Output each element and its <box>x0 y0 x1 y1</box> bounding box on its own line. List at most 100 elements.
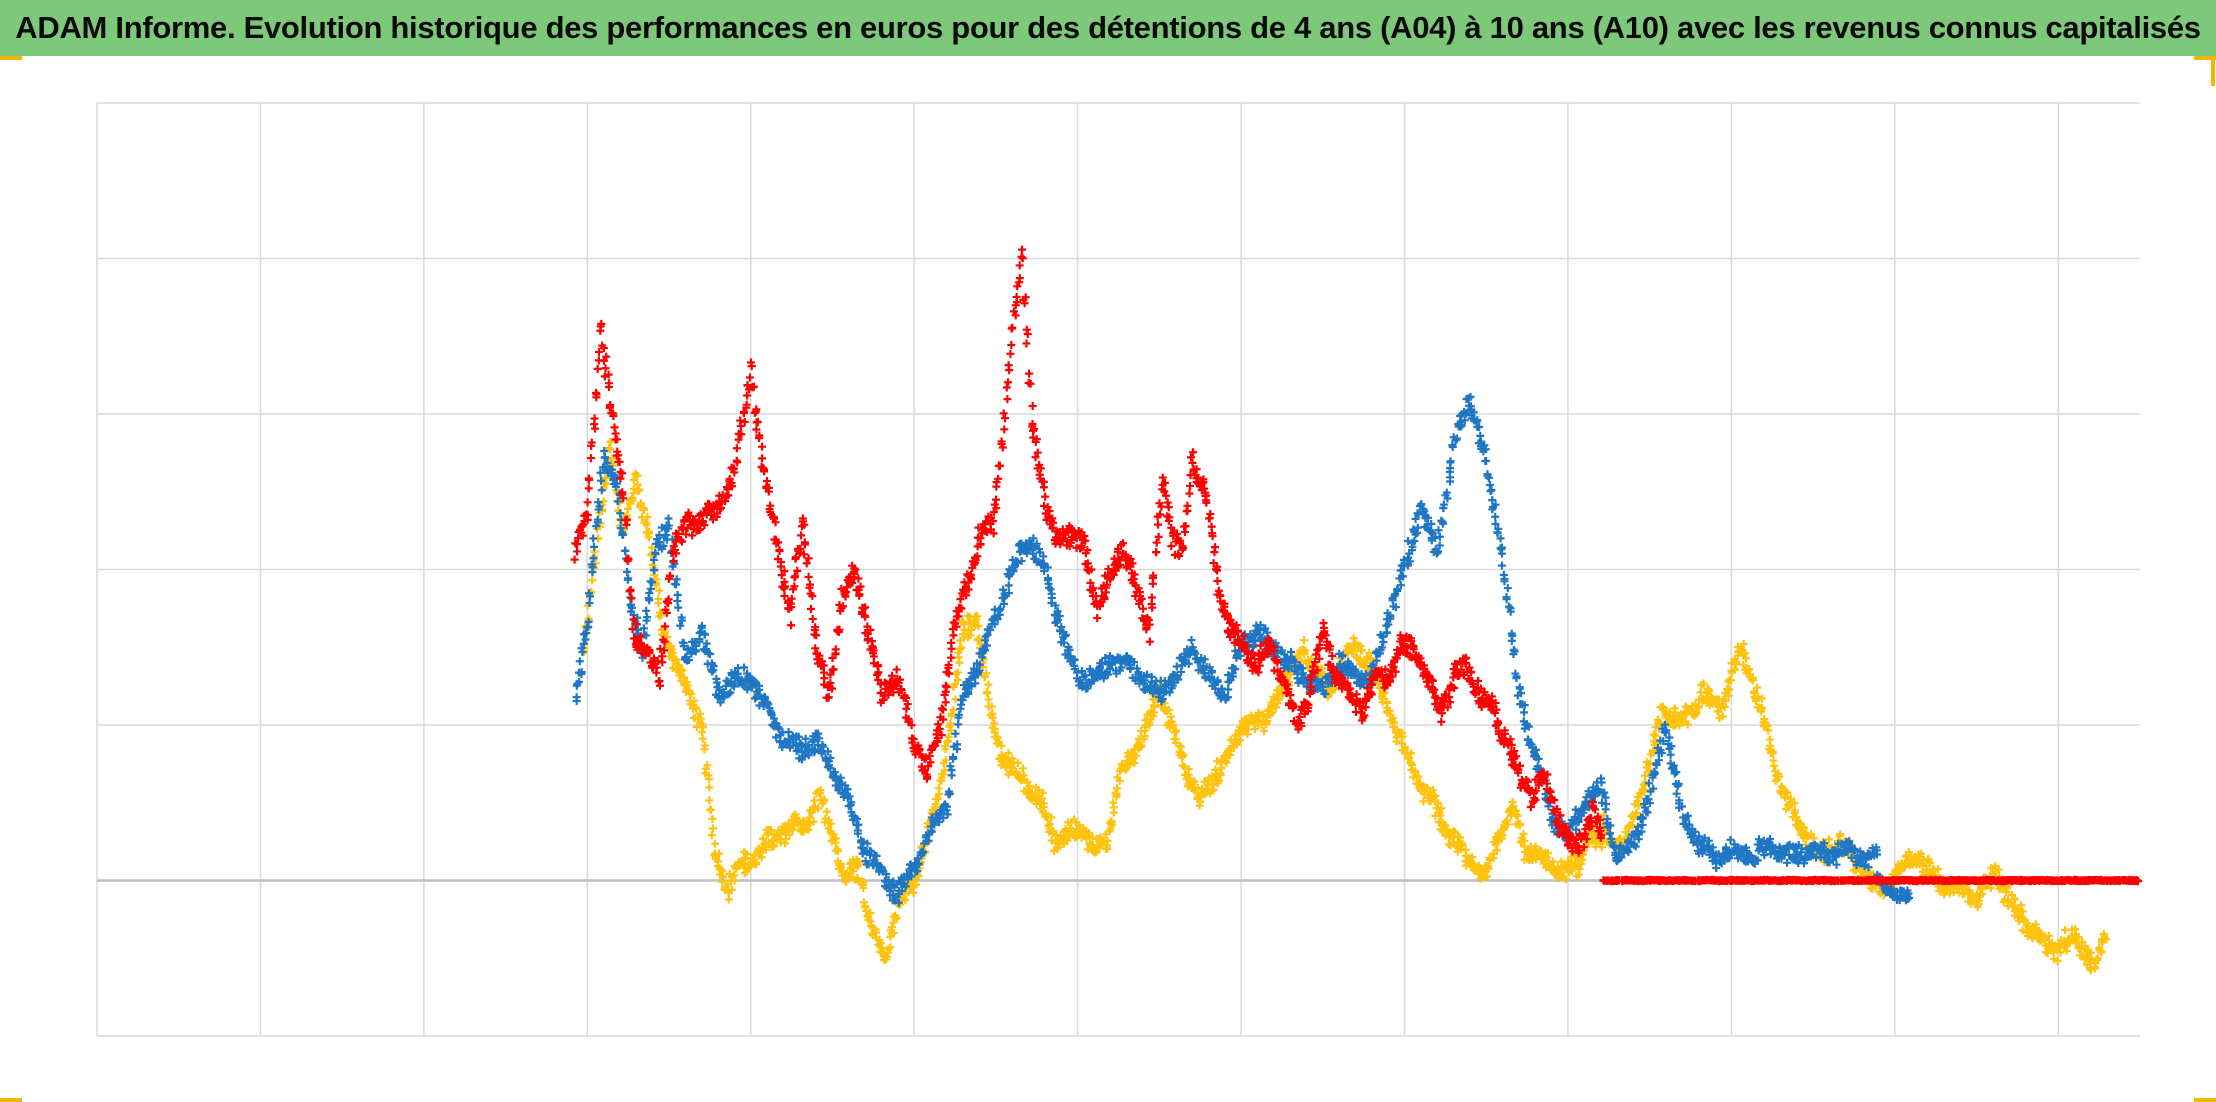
scatter-point <box>1112 791 1121 800</box>
scatter-point <box>1774 769 1783 778</box>
scatter-point <box>597 486 606 495</box>
scatter-point <box>974 622 983 631</box>
scatter-point <box>984 695 993 704</box>
scatter-point <box>616 509 625 518</box>
scatter-point <box>836 862 845 871</box>
scatter-point <box>1152 548 1161 557</box>
scatter-point <box>1809 834 1818 843</box>
scatter-point <box>639 624 648 633</box>
scatter-point <box>1725 685 1734 694</box>
scatter-point <box>588 563 597 572</box>
scatter-point <box>1269 692 1278 701</box>
scatter-point <box>1651 732 1660 741</box>
scatter-point <box>1440 821 1449 830</box>
scatter-point <box>586 454 595 463</box>
scatter-point <box>2044 931 2053 940</box>
scatter-point <box>2036 929 2045 938</box>
scatter-point <box>815 788 824 797</box>
scatter-point <box>810 796 819 805</box>
scatter-point <box>1458 841 1467 850</box>
scatter-point <box>1493 846 1501 855</box>
scatter-point <box>953 668 962 677</box>
scatter-point <box>806 605 815 614</box>
scatter-point <box>987 702 996 711</box>
scatter-point <box>1699 679 1708 688</box>
corner-mark-top-right <box>2194 56 2216 60</box>
scatter-point <box>601 479 610 488</box>
scatter-point <box>1263 717 1272 726</box>
scatter-point <box>830 834 839 843</box>
scatter-point <box>640 505 649 514</box>
scatter-point <box>656 681 665 690</box>
scatter-point <box>1632 808 1641 817</box>
scatter-point <box>1917 849 1926 858</box>
scatter-point <box>1023 329 1032 338</box>
scatter-point <box>854 574 863 583</box>
scatter-point <box>1407 749 1416 758</box>
scatter-point <box>1205 514 1214 523</box>
scatter-point <box>1714 707 1723 716</box>
scatter-point <box>1692 708 1701 717</box>
scatter-point <box>1139 735 1148 744</box>
scatter-point <box>581 629 590 638</box>
scatter-point <box>1768 748 1777 757</box>
scatter-point <box>902 704 911 713</box>
scatter-point <box>590 420 599 429</box>
scatter-point <box>644 529 653 538</box>
scatter-point <box>758 834 767 843</box>
scatter-point <box>953 676 962 685</box>
scatter-point <box>645 589 654 598</box>
scatter-point <box>585 475 594 484</box>
scatter-point <box>1075 821 1084 830</box>
scatter-point <box>934 720 943 729</box>
scatter-point <box>1825 835 1834 844</box>
scatter-point <box>1383 698 1392 707</box>
scatter-point <box>1041 492 1050 501</box>
scatter-point <box>1103 836 1112 845</box>
scatter-point <box>1925 858 1934 867</box>
scatter-point <box>621 546 630 555</box>
scatter-point <box>1497 561 1506 570</box>
scatter-point <box>834 847 843 856</box>
scatter-point <box>2078 937 2087 946</box>
scatter-point <box>1648 746 1657 755</box>
scatter-point <box>1721 696 1730 705</box>
scatter-point <box>583 623 592 632</box>
scatter-point <box>1115 776 1124 785</box>
scatter-point <box>1181 522 1190 531</box>
scatter-point <box>688 531 697 540</box>
scatter-point <box>594 505 603 514</box>
scatter-point <box>1987 864 1996 873</box>
scatter-point <box>1085 828 1094 837</box>
scatter-point <box>600 453 609 462</box>
scatter-point <box>988 709 997 718</box>
scatter-point <box>1435 532 1444 541</box>
scatter-point <box>1503 820 1512 829</box>
scatter-point <box>1172 662 1181 671</box>
scatter-point <box>2001 888 2010 897</box>
scatter-point <box>1489 850 1498 859</box>
scatter-point <box>1790 806 1799 815</box>
scatter-point <box>593 518 602 527</box>
chart-area <box>0 56 2216 1102</box>
scatter-point <box>1145 637 1154 646</box>
scatter-point <box>1227 746 1236 755</box>
scatter-point <box>1934 865 1943 874</box>
scatter-point <box>1634 801 1643 810</box>
scatter-point <box>1836 830 1845 839</box>
scatter-point <box>949 631 958 640</box>
scatter-point <box>718 877 727 886</box>
scatter-point <box>643 512 652 521</box>
scatter-point <box>809 817 818 826</box>
scatter-point <box>596 326 605 335</box>
scatter-point <box>1575 865 1584 874</box>
scatter-point <box>2081 942 2090 951</box>
scatter-point <box>711 839 720 848</box>
scatter-point <box>2095 943 2104 952</box>
scatter-point <box>1039 483 1048 492</box>
corner-mark-right-vertical <box>2211 56 2215 86</box>
scatter-point <box>647 551 656 560</box>
scatter-point <box>2092 955 2101 964</box>
scatter-point <box>1113 784 1122 793</box>
scatter-point <box>1742 654 1751 663</box>
